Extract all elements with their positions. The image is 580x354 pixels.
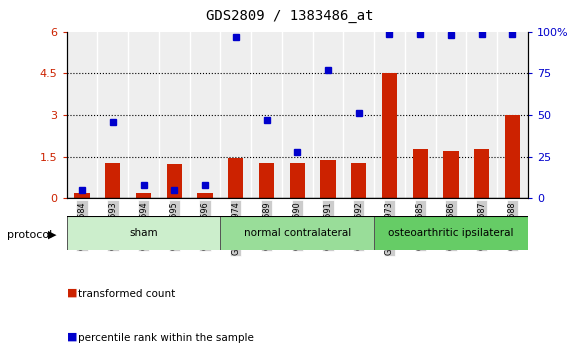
Bar (382, 74, 397, 198)
Bar (374, 32, 405, 198)
Bar (412, 149, 428, 198)
Bar (136, 193, 151, 198)
Bar (228, 158, 244, 198)
Bar (97, 32, 128, 198)
Bar (289, 163, 305, 198)
Bar (443, 151, 459, 198)
Bar (128, 32, 159, 198)
Text: protocol: protocol (7, 230, 52, 240)
Bar (197, 193, 213, 198)
Text: ■: ■ (67, 287, 77, 297)
Bar (436, 32, 466, 198)
Text: sham: sham (129, 228, 158, 238)
Bar (190, 32, 220, 198)
Text: percentile rank within the sample: percentile rank within the sample (78, 333, 254, 343)
Text: ■: ■ (67, 332, 77, 342)
Bar (282, 32, 313, 198)
Bar (159, 32, 190, 198)
Bar (474, 149, 490, 198)
FancyBboxPatch shape (220, 216, 374, 250)
Bar (220, 32, 251, 198)
Bar (497, 32, 528, 198)
Text: GDS2809 / 1383486_at: GDS2809 / 1383486_at (206, 9, 374, 23)
Bar (343, 32, 374, 198)
Bar (105, 163, 121, 198)
Text: osteoarthritic ipsilateral: osteoarthritic ipsilateral (388, 228, 514, 238)
Bar (67, 32, 97, 198)
Bar (166, 164, 182, 198)
Bar (251, 32, 282, 198)
Bar (405, 32, 436, 198)
Bar (320, 160, 336, 198)
Bar (351, 163, 367, 198)
Text: transformed count: transformed count (78, 289, 176, 299)
Text: normal contralateral: normal contralateral (244, 228, 351, 238)
Bar (259, 163, 274, 198)
FancyBboxPatch shape (374, 216, 528, 250)
Text: ▶: ▶ (48, 230, 57, 240)
Bar (313, 32, 343, 198)
Bar (74, 193, 90, 198)
FancyBboxPatch shape (67, 216, 220, 250)
Bar (466, 32, 497, 198)
Bar (505, 115, 520, 198)
